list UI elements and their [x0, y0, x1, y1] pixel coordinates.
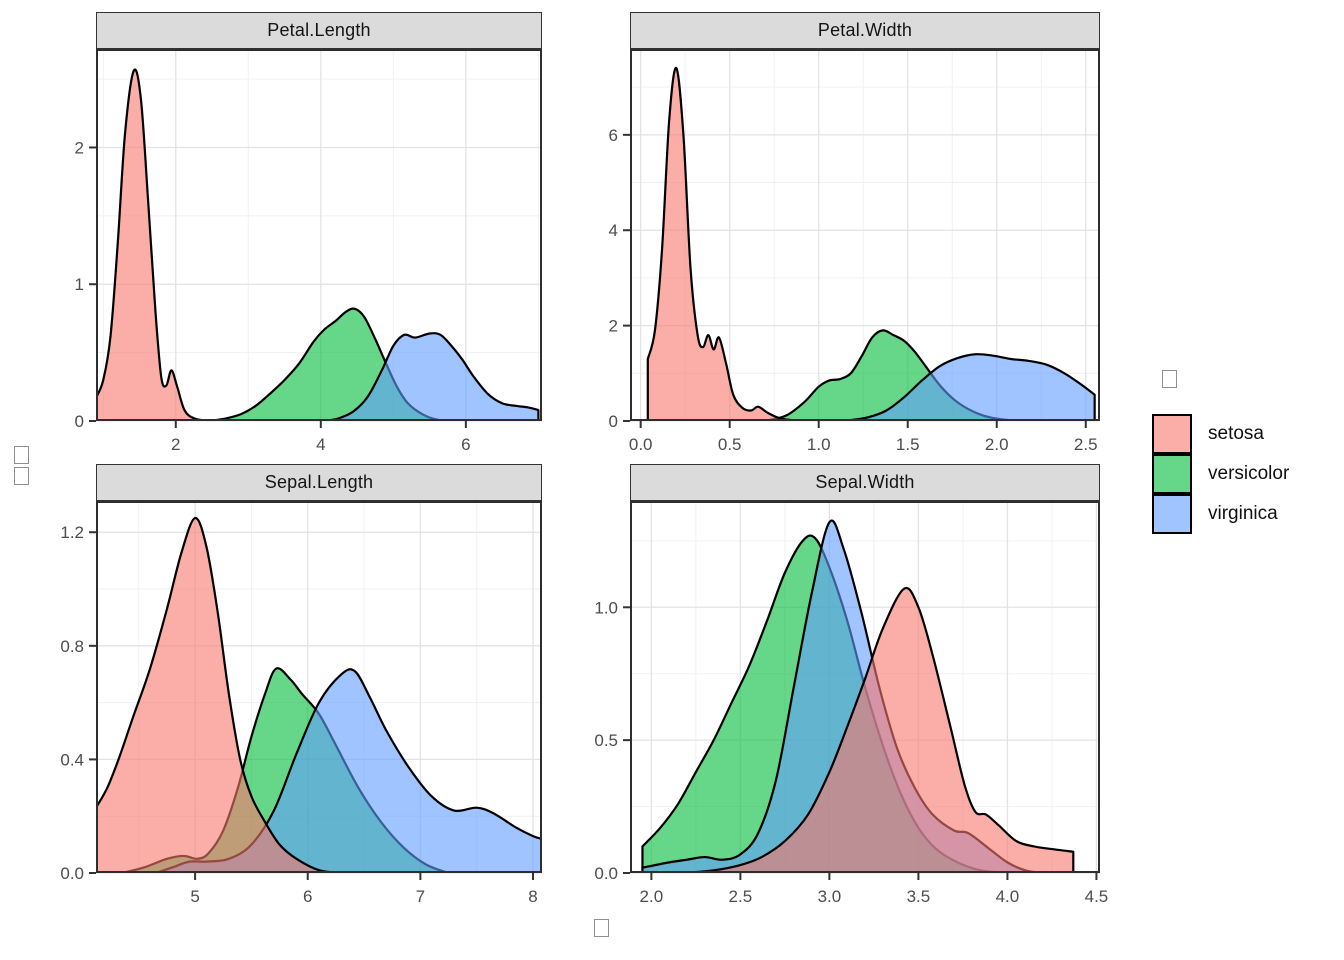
x-tick-label: 0.0: [629, 435, 653, 454]
x-tick-label: 2.0: [640, 887, 664, 906]
facet-petal-width: Petal.Width 0.0 0.5 1.0 1.5 2.0 2.5 0 2 4 6: [584, 12, 1112, 461]
y-tick-label: 0.0: [594, 864, 618, 883]
missing-glyph-box: [14, 446, 29, 464]
y-tick-label: 1: [75, 275, 84, 294]
facet-title-petal-width: Petal.Width: [817, 20, 913, 40]
facet-strip-petal-length: Petal.Length: [96, 12, 542, 49]
x-tick-label: 1.0: [807, 435, 831, 454]
facet-strip-sepal-width: Sepal.Width: [630, 464, 1100, 501]
x-tick-label: 3.0: [818, 887, 842, 906]
facet-sepal-width: Sepal.Width 2.0 2.5 3.0 3.5 4.0 4.5 0.0 0.5 1.0: [584, 464, 1112, 913]
legend-swatch-virginica: [1152, 494, 1192, 534]
y-tick-label: 0.8: [60, 637, 84, 656]
facet-title-petal-length: Petal.Length: [267, 20, 371, 40]
facet-title-sepal-length: Sepal.Length: [264, 472, 374, 492]
x-axis-title-missing-glyph: [594, 919, 609, 937]
legend-swatch-setosa: [1152, 414, 1192, 454]
x-tick-label: 3.5: [907, 887, 931, 906]
x-tick-label: 2.0: [985, 435, 1009, 454]
missing-glyph-box: [594, 919, 609, 937]
y-axis-title-missing-glyphs: [14, 446, 29, 485]
x-tick-label: 4.0: [996, 887, 1020, 906]
y-tick-label: 2: [609, 317, 618, 336]
x-tick-label: 8: [528, 887, 537, 906]
x-tick-label: 2: [171, 435, 180, 454]
facet-sepal-length: Sepal.Length 5 6 7 8 0.0 0.4 0.8 1.2: [36, 464, 554, 913]
missing-glyph-box: [14, 467, 29, 485]
x-tick-label: 6: [303, 887, 312, 906]
x-tick-label: 0.5: [718, 435, 742, 454]
legend-title-missing-glyph: [1162, 370, 1177, 388]
y-tick-label: 1.2: [60, 523, 84, 542]
facet-strip-petal-width: Petal.Width: [630, 12, 1100, 49]
y-tick-label: 6: [609, 126, 618, 145]
facet-petal-length: Petal.Length 2 4 6 0 1 2: [36, 12, 554, 461]
panel-petal-width: 0.0 0.5 1.0 1.5 2.0 2.5 0 2 4 6: [609, 49, 1100, 454]
y-tick-label: 0: [609, 412, 618, 431]
legend-label-virginica: virginica: [1208, 503, 1278, 524]
facet-title-sepal-width: Sepal.Width: [815, 472, 915, 492]
x-tick-label: 2.5: [1074, 435, 1098, 454]
x-tick-label: 6: [461, 435, 470, 454]
y-tick-label: 0.0: [60, 864, 84, 883]
panel-sepal-length: 5 6 7 8 0.0 0.4 0.8 1.2: [60, 501, 542, 906]
y-tick-label: 4: [609, 221, 618, 240]
legend-item-virginica: virginica: [1152, 494, 1289, 534]
legend-item-versicolor: versicolor: [1152, 454, 1289, 494]
x-tick-label: 1.5: [896, 435, 920, 454]
x-tick-label: 7: [416, 887, 425, 906]
y-tick-label: 0: [75, 412, 84, 431]
legend-label-setosa: setosa: [1208, 423, 1264, 444]
legend-keys: setosa versicolor virginica: [1152, 414, 1289, 534]
x-tick-label: 5: [190, 887, 199, 906]
legend: setosa versicolor virginica: [1152, 370, 1289, 534]
x-tick-label: 2.5: [729, 887, 753, 906]
legend-label-versicolor: versicolor: [1208, 463, 1290, 484]
legend-swatch-versicolor: [1152, 454, 1192, 494]
panel-petal-length: 2 4 6 0 1 2: [75, 49, 542, 454]
legend-item-setosa: setosa: [1152, 414, 1289, 454]
x-tick-label: 4: [316, 435, 325, 454]
panel-sepal-width: 2.0 2.5 3.0 3.5 4.0 4.5 0.0 0.5 1.0: [594, 501, 1109, 906]
y-tick-label: 0.5: [594, 731, 618, 750]
y-tick-label: 2: [75, 138, 84, 157]
y-tick-label: 0.4: [60, 750, 84, 769]
x-tick-label: 4.5: [1085, 887, 1109, 906]
facet-strip-sepal-length: Sepal.Length: [96, 464, 542, 501]
y-tick-label: 1.0: [594, 598, 618, 617]
